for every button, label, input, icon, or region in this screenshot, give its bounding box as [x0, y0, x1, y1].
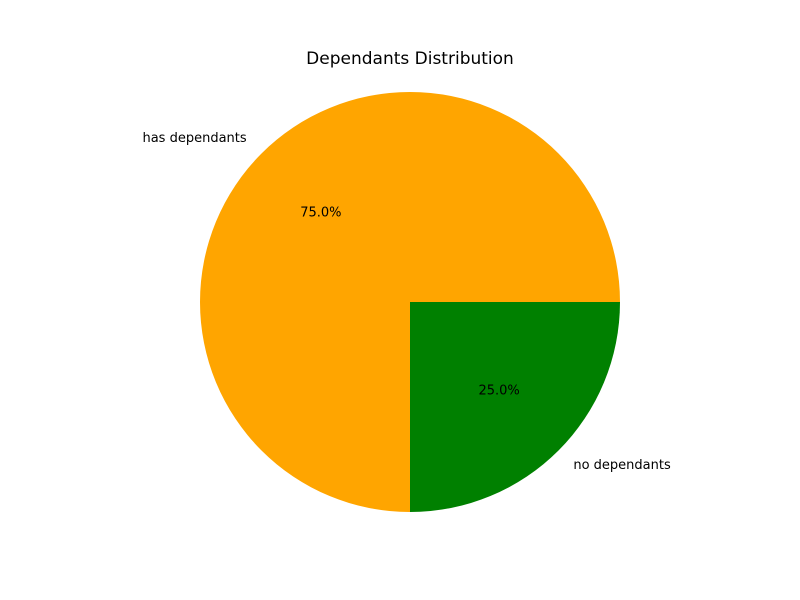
slice-label: no dependants — [573, 458, 671, 473]
slice-percentage: 25.0% — [478, 384, 519, 399]
slice-label: has dependants — [142, 131, 246, 146]
pie-slice-no-dependants — [410, 302, 620, 512]
chart-title: Dependants Distribution — [306, 49, 514, 69]
slice-percentage: 75.0% — [300, 205, 341, 220]
pie-slices — [200, 92, 620, 512]
pie-labels: has dependants 75.0% no dependants 25.0% — [142, 131, 670, 473]
